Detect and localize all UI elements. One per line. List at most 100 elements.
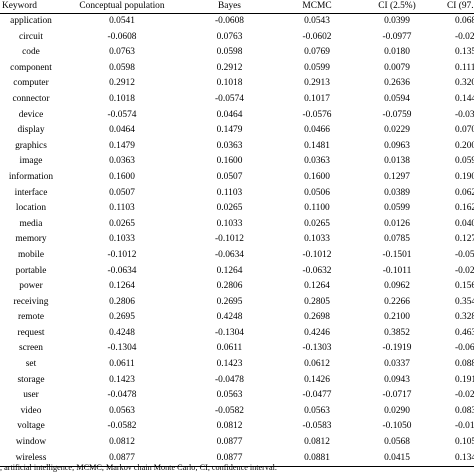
cell-bayes: 0.0877 xyxy=(216,437,243,448)
cell-mcmc: -0.0632 xyxy=(302,265,332,276)
cell-bayes: 0.0563 xyxy=(216,390,243,401)
cell-mcmc: 0.2805 xyxy=(304,296,330,307)
cell-bayes: -0.0582 xyxy=(215,405,244,416)
table-row: code 0.0763 0.0598 0.0769 0.0180 0.1357 xyxy=(0,45,474,61)
cell-keyword: application xyxy=(10,16,52,26)
header-mcmc: MCMC xyxy=(277,0,357,14)
cell-conceptual-population: 0.1479 xyxy=(109,140,135,151)
cell-conceptual-population: -0.1304 xyxy=(107,343,137,354)
cell-mcmc: -0.0576 xyxy=(302,109,332,120)
table-row: connector 0.1018 -0.0574 0.1017 0.0594 0.1443 xyxy=(0,92,474,108)
table-row: interface 0.0507 0.1103 0.0506 0.0389 0.0621 xyxy=(0,186,474,202)
cell-bayes: 0.1264 xyxy=(216,265,243,276)
cell-bayes: 0.0812 xyxy=(216,421,243,432)
cell-conceptual-population: 0.1264 xyxy=(109,281,135,292)
cell-ci-high: 0.1907 xyxy=(455,171,474,182)
cell-ci-high: 0.3540 xyxy=(455,296,474,307)
cell-ci-low: 0.0568 xyxy=(384,437,410,448)
cell-ci-high: 0.0834 xyxy=(455,405,474,416)
cell-ci-low: -0.1501 xyxy=(382,249,412,260)
cell-mcmc: 0.0769 xyxy=(304,47,330,58)
table-row: device -0.0574 0.0464 -0.0576 -0.0759 -0.0392 xyxy=(0,108,474,124)
cell-ci-high: -0.0229 xyxy=(455,31,474,42)
cell-mcmc: 0.0612 xyxy=(304,359,330,370)
cell-ci-high: 0.3289 xyxy=(455,312,474,323)
table-row: video 0.0563 -0.0582 0.0563 0.0290 0.0834 xyxy=(0,404,474,420)
cell-ci-low: -0.1011 xyxy=(382,265,412,276)
cell-ci-high: 0.1057 xyxy=(455,437,474,448)
cell-conceptual-population: 0.0507 xyxy=(109,187,135,198)
cell-keyword: connector xyxy=(12,93,50,104)
table-row: portable -0.0634 0.1264 -0.0632 -0.1011 -0.02… xyxy=(0,264,474,280)
cell-conceptual-population: 0.0265 xyxy=(109,218,135,229)
cell-keyword: remote xyxy=(17,312,45,323)
cell-keyword: media xyxy=(19,218,43,229)
cell-bayes: -0.0478 xyxy=(215,374,244,385)
cell-ci-low: 0.0229 xyxy=(384,125,410,136)
cell-ci-low: 0.2266 xyxy=(384,296,410,307)
table-row: voltage -0.0582 0.0812 -0.0583 -0.1050 -0.011… xyxy=(0,419,474,435)
cell-bayes: 0.1600 xyxy=(216,156,243,167)
cell-mcmc: 0.0466 xyxy=(304,125,330,136)
cell-keyword: video xyxy=(20,405,42,416)
cell-ci-low: 0.2100 xyxy=(384,312,410,323)
cell-keyword: portable xyxy=(15,265,47,276)
cell-ci-low: 0.0337 xyxy=(384,359,410,370)
cell-bayes: -0.0574 xyxy=(215,93,244,104)
cell-bayes: 0.2912 xyxy=(216,62,243,73)
cell-ci-low: 0.0785 xyxy=(384,234,410,245)
cell-keyword: image xyxy=(19,156,43,167)
cell-ci-low: 0.3852 xyxy=(384,327,410,338)
cell-ci-low: -0.0977 xyxy=(382,31,412,42)
header-ci-low: CI (2.5%) xyxy=(357,0,437,14)
cell-ci-low: -0.0759 xyxy=(382,109,412,120)
cell-ci-low: 0.0389 xyxy=(384,187,410,198)
cell-bayes: 0.1479 xyxy=(216,125,243,136)
cell-ci-high: -0.0684 xyxy=(455,343,474,354)
cell-ci-high: 0.0707 xyxy=(455,125,474,136)
cell-ci-high: -0.0237 xyxy=(455,390,474,401)
cell-bayes: 0.4248 xyxy=(216,312,243,323)
table-row: graphics 0.1479 0.0363 0.1481 0.0963 0.2003 xyxy=(0,139,474,155)
cell-mcmc: -0.1012 xyxy=(302,249,332,260)
cell-bayes: 0.1018 xyxy=(216,78,243,89)
cell-keyword: code xyxy=(22,47,40,58)
cell-bayes: 0.0763 xyxy=(216,31,243,42)
cell-conceptual-population: 0.2695 xyxy=(109,312,135,323)
cell-mcmc: 0.0265 xyxy=(304,218,330,229)
cell-ci-low: 0.0962 xyxy=(384,281,410,292)
cell-ci-high: 0.1346 xyxy=(437,450,474,468)
table-row: user -0.0478 0.0563 -0.0477 -0.0717 -0.0237 xyxy=(0,388,474,404)
cell-keyword: window xyxy=(15,437,47,448)
cell-conceptual-population: 0.1600 xyxy=(109,171,135,182)
cell-conceptual-population: 0.1018 xyxy=(109,93,135,104)
cell-keyword: display xyxy=(17,125,45,136)
table-row: location 0.1103 0.0265 0.1100 0.0599 0.1620 xyxy=(0,201,474,217)
table-body: application 0.0541 -0.0608 0.0543 0.0399 0.06… xyxy=(0,14,474,468)
cell-conceptual-population: 0.0563 xyxy=(109,405,135,416)
cell-keyword: mobile xyxy=(17,249,45,260)
cell-ci-low: -0.1050 xyxy=(382,421,412,432)
cell-conceptual-population: 0.1103 xyxy=(109,203,135,214)
cell-conceptual-population: -0.0478 xyxy=(107,390,137,401)
cell-mcmc: -0.0602 xyxy=(302,31,332,42)
table-row: memory 0.1033 -0.1012 0.1033 0.0785 0.1277 xyxy=(0,232,474,248)
cell-keyword: interface xyxy=(14,187,48,198)
cell-ci-low: 0.0290 xyxy=(384,405,410,416)
cell-ci-high: 0.1119 xyxy=(455,62,474,73)
cell-mcmc: 0.2913 xyxy=(304,78,330,89)
cell-ci-high: 0.0591 xyxy=(455,156,474,167)
cell-bayes: -0.0634 xyxy=(215,249,244,260)
cell-conceptual-population: 0.2806 xyxy=(109,296,135,307)
cell-mcmc: -0.0583 xyxy=(302,421,332,432)
cell-keyword: request xyxy=(17,327,45,338)
cell-bayes: 0.0363 xyxy=(216,140,243,151)
cell-ci-low: 0.0943 xyxy=(384,374,410,385)
table-row: set 0.0611 0.1423 0.0612 0.0337 0.0889 xyxy=(0,357,474,373)
cell-conceptual-population: 0.0541 xyxy=(109,16,135,26)
cell-ci-low: 0.0594 xyxy=(384,93,410,104)
cell-keyword: computer xyxy=(13,78,49,89)
cell-keyword: power xyxy=(19,281,43,292)
